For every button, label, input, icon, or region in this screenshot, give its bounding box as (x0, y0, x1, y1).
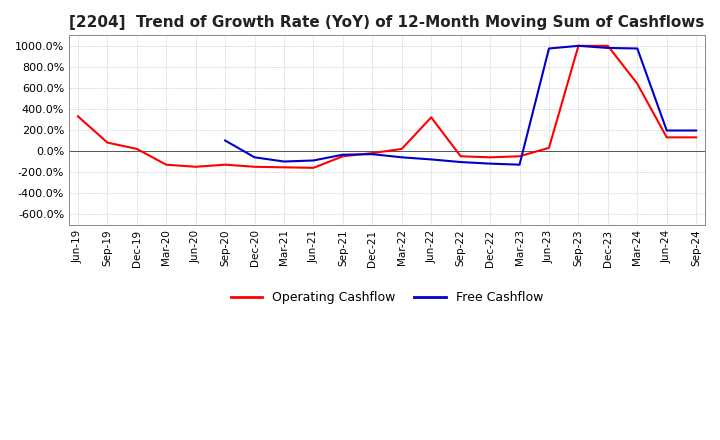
Title: [2204]  Trend of Growth Rate (YoY) of 12-Month Moving Sum of Cashflows: [2204] Trend of Growth Rate (YoY) of 12-… (69, 15, 705, 30)
Legend: Operating Cashflow, Free Cashflow: Operating Cashflow, Free Cashflow (226, 286, 548, 309)
